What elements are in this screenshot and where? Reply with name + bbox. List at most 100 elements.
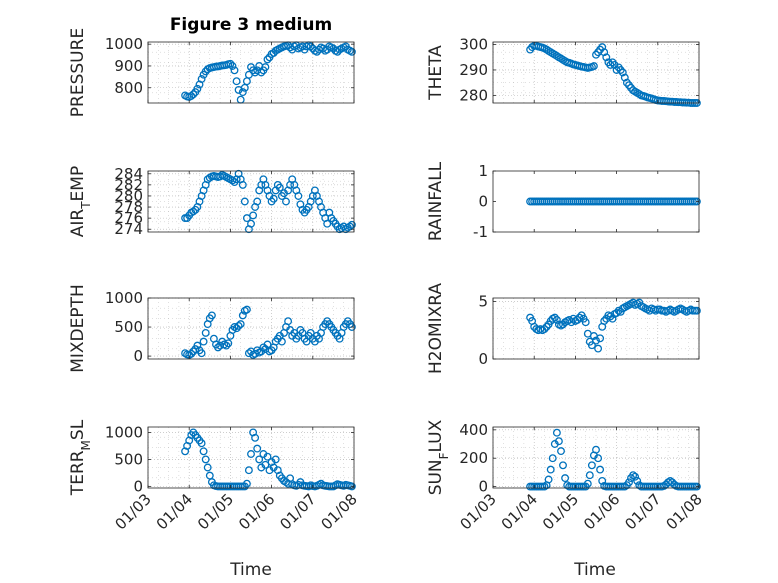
data-point <box>585 471 594 480</box>
y-tick-label: 800 <box>114 79 143 97</box>
data-point <box>587 461 596 470</box>
y-tick-label: 282 <box>114 176 143 194</box>
x-tick-label: 01/04 <box>153 490 196 533</box>
data-point <box>323 219 332 228</box>
y-axis-label: H2OMIXRA <box>426 283 446 374</box>
data-point <box>692 482 701 491</box>
data-point <box>306 42 315 51</box>
data-point <box>197 349 206 358</box>
data-point <box>230 66 239 75</box>
subplot-5: 0 500 1000 MIXDEPTH <box>68 284 356 373</box>
y-tick-label: 290 <box>459 61 488 79</box>
data-point <box>226 59 235 68</box>
data-point <box>282 197 290 206</box>
subplot-4: -1 0 1 RAINFALL <box>426 161 701 241</box>
data-point <box>203 463 212 472</box>
data-point <box>222 341 231 350</box>
data-point <box>232 324 241 333</box>
y-tick-label: 284 <box>114 165 143 183</box>
y-tick-label: 280 <box>459 86 488 104</box>
data-point <box>592 445 600 454</box>
y-tick-label: 0 <box>133 477 143 495</box>
axes-box <box>492 297 700 360</box>
data-point <box>312 47 321 56</box>
y-tick-label: 1 <box>478 162 488 180</box>
data-point <box>193 341 202 350</box>
axes-box <box>492 170 700 233</box>
data-point <box>284 317 293 326</box>
y-axis-label: MIXDEPTH <box>68 284 88 373</box>
data-point <box>602 53 611 62</box>
data-point <box>542 322 551 331</box>
data-point <box>251 433 260 442</box>
y-tick-label: 1000 <box>105 35 143 53</box>
y-axis-label: THETA <box>426 45 446 101</box>
axes-box <box>147 426 355 489</box>
data-point <box>224 339 233 348</box>
data-point <box>253 444 262 453</box>
data-point <box>625 478 633 487</box>
y-tick-label: 900 <box>114 57 143 75</box>
data-point <box>559 461 567 470</box>
data-point <box>347 47 356 56</box>
y-tick-label: 0 <box>478 193 488 211</box>
data-point <box>187 349 196 358</box>
data-point <box>692 197 701 206</box>
data-point <box>548 454 557 463</box>
y-tick-label: 0 <box>478 350 488 368</box>
data-point <box>587 341 596 350</box>
x-tick-label: 01/06 <box>235 490 278 533</box>
y-axis-label: PRESSURE <box>68 28 88 117</box>
data-point <box>187 92 196 100</box>
data-point <box>594 344 603 353</box>
axes-box <box>147 170 355 233</box>
x-axis-label-right: Time <box>573 560 616 580</box>
data-point <box>257 347 266 356</box>
x-tick-label: 01/06 <box>580 490 623 533</box>
data-point <box>594 454 603 463</box>
data-point <box>596 465 605 474</box>
data-point <box>552 428 561 437</box>
data-point <box>201 455 210 464</box>
data-point <box>228 62 237 70</box>
axes-box <box>492 41 700 104</box>
y-tick-label: 1000 <box>105 289 143 307</box>
x-tick-label: 01/04 <box>498 490 541 533</box>
data-point <box>275 183 284 192</box>
data-point <box>631 472 640 481</box>
data-point <box>238 88 247 97</box>
figure-title: Figure 3 medium <box>170 15 332 35</box>
data-point <box>554 437 563 446</box>
x-tick-label: 01/07 <box>276 490 319 533</box>
data-point <box>600 317 609 325</box>
data-point <box>552 315 561 324</box>
subplot-1: 800 900 1000 PRESSURE <box>68 28 356 117</box>
data-point <box>550 313 559 322</box>
data-point <box>247 450 255 458</box>
y-axis-label: RAINFALL <box>426 161 446 241</box>
data-point <box>242 214 251 223</box>
x-tick-label: 01/08 <box>318 490 361 533</box>
data-point <box>608 314 617 323</box>
axes-box <box>492 426 700 489</box>
data-point <box>596 334 605 343</box>
data-point <box>620 73 629 82</box>
data-point <box>612 309 621 317</box>
axes-box <box>147 297 355 360</box>
data-point <box>247 219 255 228</box>
x-tick-label: 01/03 <box>457 490 500 533</box>
data-point <box>557 447 565 456</box>
data-point <box>618 68 627 77</box>
data-point <box>269 194 278 203</box>
data-point <box>598 43 607 52</box>
data-point <box>199 337 208 346</box>
data-point <box>197 439 206 448</box>
data-point <box>238 311 247 320</box>
data-point <box>199 447 208 456</box>
y-tick-label: 400 <box>459 421 488 439</box>
data-point <box>228 176 237 185</box>
y-tick-label: 1000 <box>105 423 143 441</box>
